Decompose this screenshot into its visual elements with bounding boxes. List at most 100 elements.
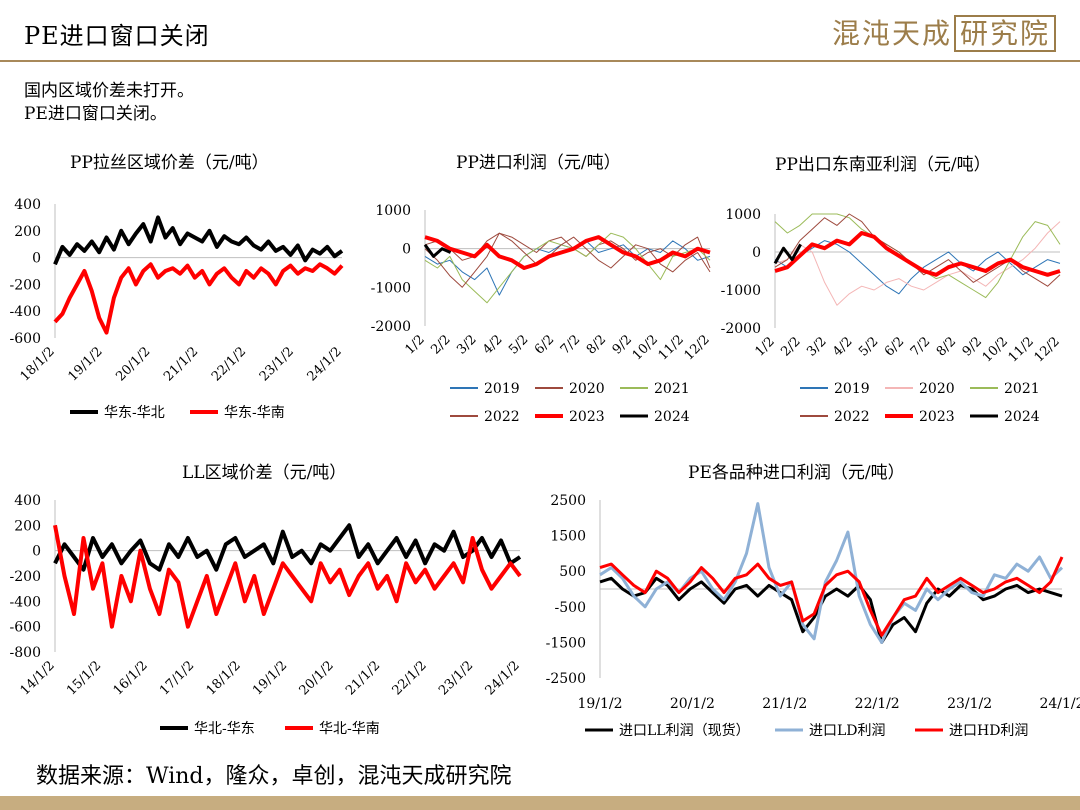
y-tick-label: -1000	[371, 280, 411, 296]
x-tick-label: 4/2	[480, 332, 505, 357]
x-tick-label: 2/2	[778, 334, 803, 359]
series-line	[599, 556, 1064, 637]
series-line	[774, 240, 1061, 295]
y-tick-label: 0	[402, 242, 411, 258]
y-tick-label: 0	[32, 544, 41, 560]
y-tick-label: 400	[14, 197, 41, 213]
x-tick-label: 24/1/2	[1039, 696, 1080, 712]
series-line	[53, 215, 344, 266]
x-tick-label: 11/2	[1006, 334, 1037, 365]
y-tick-label: 0	[32, 251, 41, 267]
legend-label: 2021	[654, 381, 690, 397]
y-tick-label: -2000	[721, 321, 761, 337]
x-tick-label: 19/1/2	[577, 696, 622, 712]
y-tick-label: -400	[10, 594, 41, 610]
x-tick-label: 21/1/2	[343, 658, 383, 698]
x-tick-label: 21/1/2	[762, 696, 807, 712]
series-line	[424, 232, 711, 304]
note-line: PE进口窗口关闭。	[24, 104, 167, 124]
y-tick-label: -2500	[546, 671, 586, 687]
series-line	[774, 231, 1061, 277]
x-tick-label: 21/1/2	[161, 344, 201, 384]
y-tick-label: -800	[10, 645, 41, 661]
data-source: 数据来源：Wind，隆众，卓创，混沌天成研究院	[36, 764, 512, 789]
x-tick-label: 6/2	[882, 334, 907, 359]
x-tick-label: 6/2	[532, 332, 557, 357]
legend-label: 2023	[569, 409, 605, 425]
series-line	[53, 262, 344, 335]
legend-label: 2022	[484, 409, 520, 425]
legend-label: 2023	[919, 409, 955, 425]
series-line	[423, 243, 452, 258]
x-tick-label: 19/1/2	[65, 344, 105, 384]
x-tick-label: 24/1/2	[305, 344, 345, 384]
series-line	[599, 502, 1064, 644]
notes: 国内区域价差未打开。 PE进口窗口关闭。	[24, 80, 194, 126]
legend-label: 2020	[919, 381, 955, 397]
legend-label: 华东-华北	[104, 405, 165, 421]
y-tick-label: -600	[10, 331, 41, 347]
y-tick-label: 1500	[550, 529, 586, 545]
header-divider	[0, 60, 1080, 62]
footer-bar	[0, 796, 1080, 810]
y-tick-label: 200	[14, 518, 41, 534]
y-tick-label: 400	[14, 493, 41, 509]
x-tick-label: 8/2	[934, 334, 959, 359]
chart-title-pp-region: PP拉丝区域价差（元/吨）	[70, 153, 269, 173]
legend-label: 2019	[484, 381, 520, 397]
series-line	[599, 576, 1063, 644]
x-tick-label: 20/1/2	[670, 696, 715, 712]
x-tick-label: 5/2	[506, 332, 531, 357]
x-tick-label: 12/2	[682, 332, 713, 363]
x-tick-label: 2/2	[428, 332, 453, 357]
x-tick-label: 22/1/2	[855, 696, 900, 712]
legend-label: 2021	[1004, 381, 1040, 397]
header: PE进口窗口关闭 混沌天成 研究院	[0, 0, 1080, 62]
x-tick-label: 4/2	[830, 334, 855, 359]
x-tick-label: 19/1/2	[250, 658, 290, 698]
y-tick-label: -400	[10, 304, 41, 320]
x-tick-label: 24/1/2	[483, 658, 523, 698]
y-tick-label: -200	[10, 569, 41, 585]
chart-title-pp-import: PP进口利润（元/吨）	[456, 153, 621, 173]
x-tick-label: 12/2	[1032, 334, 1063, 365]
legend-label: 华北-华南	[319, 721, 380, 737]
x-tick-label: 23/1/2	[947, 696, 992, 712]
x-tick-label: 7/2	[558, 332, 583, 357]
note-line: 国内区域价差未打开。	[24, 81, 194, 101]
legend-label: 2024	[654, 409, 690, 425]
x-tick-label: 17/1/2	[157, 658, 197, 698]
legend-label: 进口LL利润（现货）	[619, 722, 750, 739]
x-tick-label: 18/1/2	[204, 658, 244, 698]
series-line	[774, 213, 1061, 299]
y-tick-label: -1500	[546, 635, 586, 651]
y-tick-label: 0	[752, 245, 761, 261]
x-tick-label: 11/2	[656, 332, 687, 363]
logo-main: 混沌天成	[831, 17, 952, 50]
series-line	[53, 524, 522, 629]
x-tick-label: 16/1/2	[111, 658, 151, 698]
y-tick-label: 1000	[375, 203, 411, 219]
x-tick-label: 3/2	[804, 334, 829, 359]
series-line	[773, 243, 802, 265]
x-tick-label: 10/2	[630, 332, 661, 363]
x-tick-label: 14/1/2	[18, 658, 58, 698]
legend-label: 2019	[834, 381, 870, 397]
series-line	[424, 232, 711, 288]
y-tick-label: -500	[555, 600, 586, 616]
series-line	[53, 523, 522, 572]
y-tick-label: 2500	[550, 493, 586, 509]
y-tick-label: 1000	[725, 207, 761, 223]
series-line	[774, 213, 1061, 287]
x-tick-label: 22/1/2	[209, 344, 249, 384]
y-tick-label: -1000	[721, 283, 761, 299]
legend-label: 2024	[1004, 409, 1040, 425]
legend-label: 进口HD利润	[949, 723, 1028, 739]
x-tick-label: 15/1/2	[64, 658, 104, 698]
x-tick-label: 23/1/2	[257, 344, 297, 384]
chart-title-pp-export: PP出口东南亚利润（元/吨）	[775, 155, 991, 175]
x-tick-label: 23/1/2	[436, 658, 476, 698]
